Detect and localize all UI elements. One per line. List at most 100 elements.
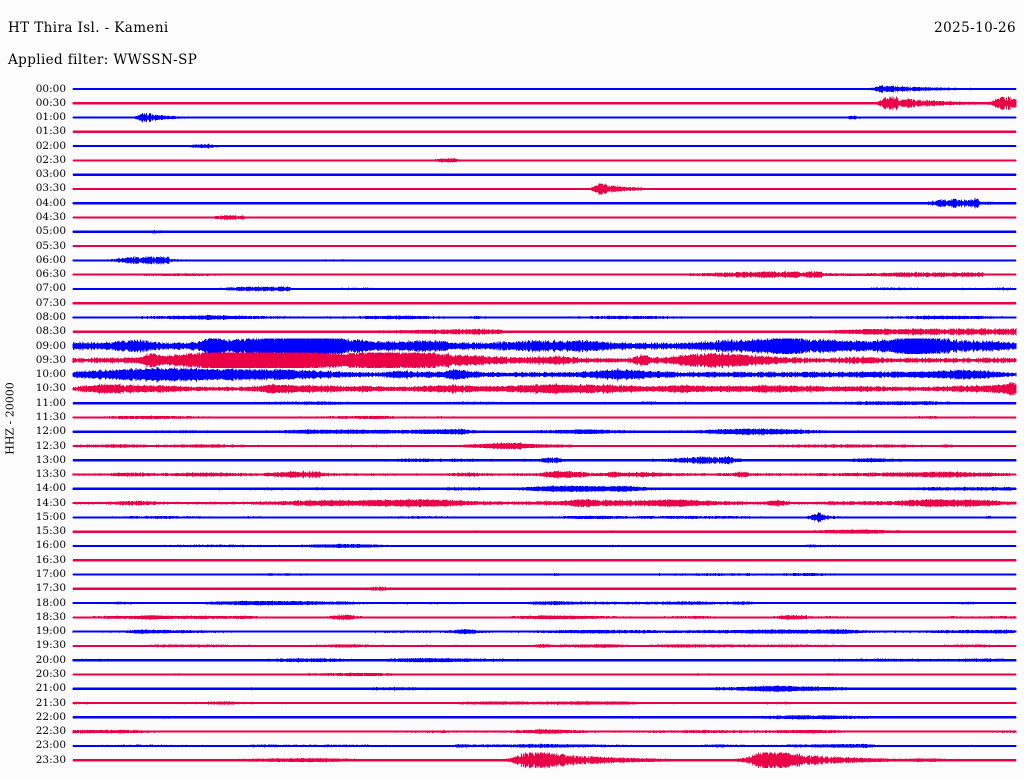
trace-baseline (73, 230, 1016, 233)
time-label: 15:00 (35, 510, 66, 523)
trace-baseline (73, 145, 1016, 148)
time-label: 02:30 (35, 153, 66, 166)
trace-baseline (73, 601, 1016, 605)
trace-baseline (73, 530, 1016, 533)
trace-baseline (73, 216, 1016, 219)
trace-baseline (73, 559, 1016, 562)
time-label: 06:00 (35, 253, 66, 266)
time-label: 18:00 (35, 596, 66, 609)
time-label: 05:30 (35, 239, 66, 252)
trace-baseline (73, 687, 1016, 690)
trace-baseline (73, 502, 1016, 505)
time-label: 10:30 (35, 382, 66, 395)
trace-baseline (73, 116, 1016, 119)
trace-baseline (73, 730, 1016, 733)
time-label: 19:00 (35, 625, 66, 638)
trace-baseline (73, 659, 1016, 662)
trace-baseline (73, 202, 1016, 205)
time-label: 23:30 (35, 753, 66, 766)
time-label: 23:00 (35, 739, 66, 752)
trace-baseline (73, 516, 1016, 519)
trace-baseline (73, 316, 1016, 319)
trace-baseline (73, 487, 1016, 490)
time-label: 00:00 (35, 82, 66, 95)
time-label: 19:30 (35, 639, 66, 652)
time-axis-labels: 00:00 00:30 01:00 01:30 02:00 02:30 03:00 03:30… (0, 0, 72, 780)
time-label: 09:30 (35, 353, 66, 366)
time-label: 08:00 (35, 310, 66, 323)
trace-baseline (73, 430, 1016, 433)
trace-baseline (73, 544, 1016, 548)
trace-baseline (73, 473, 1016, 476)
time-label: 14:30 (35, 496, 66, 509)
time-label: 06:30 (35, 268, 66, 281)
time-label: 16:00 (35, 539, 66, 552)
time-label: 03:30 (35, 182, 66, 195)
time-label: 14:00 (35, 482, 66, 495)
time-label: 13:30 (35, 468, 66, 481)
trace-baseline (73, 644, 1016, 648)
trace-baseline (73, 130, 1016, 133)
time-label: 03:00 (35, 168, 66, 181)
trace-baseline (73, 244, 1016, 248)
trace-baseline (73, 587, 1016, 590)
trace-baseline (73, 759, 1016, 762)
trace-baseline (73, 102, 1016, 105)
trace-baseline (73, 387, 1016, 390)
time-label: 01:00 (35, 111, 66, 124)
time-label: 21:00 (35, 682, 66, 695)
time-label: 07:30 (35, 296, 66, 309)
trace-baseline (73, 416, 1016, 419)
time-label: 10:00 (35, 368, 66, 381)
trace-baseline (73, 344, 1016, 348)
time-label: 18:30 (35, 610, 66, 623)
trace-baseline (73, 87, 1016, 91)
trace-baseline (73, 701, 1016, 705)
time-label: 05:00 (35, 225, 66, 238)
trace-baseline (73, 673, 1016, 676)
record-date: 2025-10-26 (934, 20, 1016, 36)
trace-baseline (73, 716, 1016, 719)
trace-baseline (73, 287, 1016, 291)
trace-baseline (73, 273, 1016, 276)
time-label: 13:00 (35, 453, 66, 466)
trace-baseline (73, 744, 1016, 747)
time-label: 09:00 (35, 339, 66, 352)
time-label: 20:00 (35, 653, 66, 666)
time-label: 17:30 (35, 582, 66, 595)
trace-baseline (73, 187, 1016, 191)
time-label: 20:30 (35, 667, 66, 680)
trace-baseline (73, 459, 1016, 462)
trace-baseline (73, 302, 1016, 305)
time-label: 11:30 (35, 410, 66, 423)
trace-baseline (73, 173, 1016, 176)
trace-baseline (73, 373, 1016, 376)
time-label: 02:00 (35, 139, 66, 152)
trace-baseline (73, 444, 1016, 448)
trace-baseline (73, 630, 1016, 633)
trace-baseline (73, 402, 1016, 405)
time-label: 11:00 (35, 396, 66, 409)
time-label: 08:30 (35, 325, 66, 338)
time-label: 00:30 (35, 96, 66, 109)
trace-baseline (73, 359, 1016, 362)
time-label: 01:30 (35, 125, 66, 138)
time-label: 17:00 (35, 568, 66, 581)
page-title: HT Thira Isl. - Kameni (8, 20, 169, 36)
trace-baseline (73, 616, 1016, 619)
trace-baseline (73, 159, 1016, 162)
time-label: 12:30 (35, 439, 66, 452)
time-label: 12:00 (35, 425, 66, 438)
trace-baseline (73, 573, 1016, 576)
time-label: 16:30 (35, 553, 66, 566)
time-label: 15:30 (35, 525, 66, 538)
trace-baseline (73, 259, 1016, 262)
time-label: 22:30 (35, 725, 66, 738)
time-label: 07:00 (35, 282, 66, 295)
time-label: 22:00 (35, 710, 66, 723)
time-label: 04:30 (35, 211, 66, 224)
time-label: 04:00 (35, 196, 66, 209)
time-label: 21:30 (35, 696, 66, 709)
